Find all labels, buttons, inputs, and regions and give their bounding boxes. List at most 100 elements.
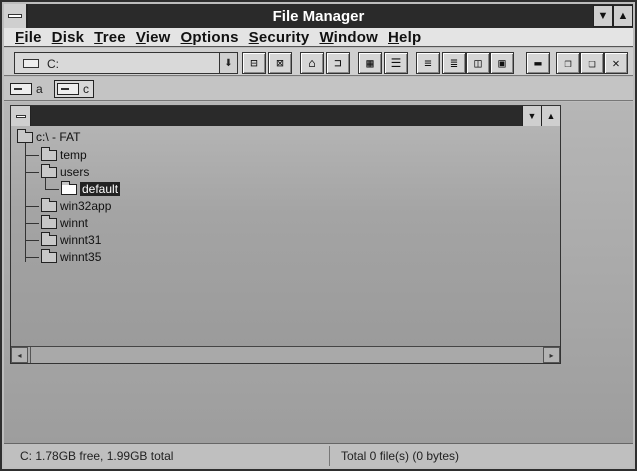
drive-a-label: a	[36, 82, 43, 96]
menu-security[interactable]: Security	[244, 29, 315, 46]
tree-line	[45, 189, 59, 190]
folder-icon	[41, 218, 57, 229]
minimize-icon: ▼	[598, 10, 609, 22]
large-icons-button[interactable]: ▦	[358, 52, 382, 74]
menu-help[interactable]: Help	[383, 29, 426, 46]
floppy-drive-icon	[10, 83, 32, 95]
drive-a[interactable]: a	[10, 80, 43, 98]
tree-item-label: users	[60, 165, 89, 179]
scrollbar-thumb[interactable]	[28, 347, 31, 363]
sort-by-size-button[interactable]: ◫	[466, 52, 490, 74]
disconnect-drive-button[interactable]: ⊠	[268, 52, 292, 74]
delete-button[interactable]: ✕	[604, 52, 628, 74]
tree-item-label: winnt31	[60, 233, 101, 247]
sort-name-icon: ≡	[424, 57, 431, 69]
tree-item-label: winnt	[60, 216, 88, 230]
sort-by-date-button[interactable]: ▣	[490, 52, 514, 74]
tree-item-label: win32app	[60, 199, 111, 213]
sort-by-type-button[interactable]: ≣	[442, 52, 466, 74]
drive-c-label: c	[83, 82, 89, 96]
tree-line	[25, 155, 39, 156]
copy-to-clipboard-button[interactable]: ▬	[526, 52, 550, 74]
system-menu-icon	[8, 14, 22, 18]
network-disconnect-icon: ⊠	[276, 57, 283, 69]
tree-item-winnt31[interactable]: winnt31	[41, 233, 101, 247]
drive-select[interactable]: C: ⬇	[14, 52, 238, 74]
hard-drive-icon	[23, 59, 39, 68]
drive-bar: a c	[4, 77, 633, 101]
minimize-button[interactable]: ▼	[593, 5, 613, 27]
tree-line	[25, 140, 26, 262]
folder-icon	[41, 201, 57, 212]
menu-options[interactable]: Options	[176, 29, 244, 46]
menu-view[interactable]: View	[131, 29, 176, 46]
stop-sharing-button[interactable]: ⊐	[326, 52, 350, 74]
tree-item-temp[interactable]: temp	[41, 148, 87, 162]
tree-item-default[interactable]: default	[61, 182, 120, 196]
tree-item-winnt[interactable]: winnt	[41, 216, 88, 230]
sort-date-icon: ▣	[498, 57, 505, 69]
delete-x-icon: ✕	[612, 57, 619, 69]
menu-window[interactable]: Window	[314, 29, 383, 46]
system-menu-button[interactable]	[4, 4, 28, 28]
tree-item-label: winnt35	[60, 250, 101, 264]
status-free-space: C: 1.78GB free, 1.99GB total	[20, 449, 173, 463]
drive-c[interactable]: c	[54, 80, 94, 98]
directory-maximize-button[interactable]: ▲	[541, 106, 560, 126]
clipboard-icon: ▬	[534, 57, 541, 69]
folder-icon	[41, 235, 57, 246]
menu-tree[interactable]: Tree	[89, 29, 131, 46]
share-folder-icon: ⌂	[308, 57, 315, 69]
hard-drive-icon	[57, 83, 79, 95]
scroll-right-icon[interactable]: ▸	[543, 347, 560, 363]
minimize-icon: ▼	[528, 111, 537, 121]
tree-line	[25, 223, 39, 224]
status-divider	[329, 446, 330, 466]
system-menu-icon	[16, 115, 26, 118]
copy-button[interactable]: ❐	[556, 52, 580, 74]
drive-select-value: C:	[47, 57, 59, 71]
copy-icon: ❐	[564, 57, 571, 69]
stop-share-icon: ⊐	[334, 57, 341, 69]
directory-window-title-bar[interactable]: ▼ ▲	[11, 106, 560, 126]
directory-minimize-button[interactable]: ▼	[522, 106, 541, 126]
details-view-icon: ☰	[391, 57, 402, 69]
tree-item-label: default	[80, 182, 120, 196]
tree-item-label: temp	[60, 148, 87, 162]
dropdown-arrow-icon[interactable]: ⬇	[219, 53, 237, 73]
tree-line	[25, 206, 39, 207]
tree-line	[45, 178, 46, 189]
folder-icon	[41, 167, 57, 178]
move-button[interactable]: ❏	[580, 52, 604, 74]
tree-root-label: c:\ - FAT	[36, 130, 80, 144]
tree-item-users[interactable]: users	[41, 165, 89, 179]
folder-icon	[41, 252, 57, 263]
open-folder-icon	[61, 184, 77, 195]
menu-file[interactable]: File	[10, 29, 47, 46]
horizontal-scrollbar[interactable]: ◂ ▸	[11, 346, 560, 363]
tree-item-winnt35[interactable]: winnt35	[41, 250, 101, 264]
toolbar: C: ⬇ ⊟ ⊠ ⌂ ⊐ ▦ ☰ ≡ ≣ ◫ ▣ ▬ ❐ ❏ ✕	[4, 48, 633, 76]
directory-window: ▼ ▲ c:\ - FAT temp users	[10, 105, 561, 364]
menu-disk[interactable]: Disk	[47, 29, 90, 46]
tree-item-win32app[interactable]: win32app	[41, 199, 111, 213]
maximize-button[interactable]: ▲	[613, 5, 633, 27]
status-bar: C: 1.78GB free, 1.99GB total Total 0 fil…	[4, 443, 633, 467]
scroll-left-icon[interactable]: ◂	[11, 347, 28, 363]
directory-window-system-menu[interactable]	[11, 106, 31, 126]
folder-icon	[41, 150, 57, 161]
window-title: File Manager	[273, 8, 365, 25]
connect-drive-button[interactable]: ⊟	[242, 52, 266, 74]
network-connect-icon: ⊟	[250, 57, 257, 69]
sort-type-icon: ≣	[450, 57, 457, 69]
share-as-button[interactable]: ⌂	[300, 52, 324, 74]
sort-by-name-button[interactable]: ≡	[416, 52, 440, 74]
status-file-count: Total 0 file(s) (0 bytes)	[341, 449, 459, 463]
tree-line	[25, 257, 39, 258]
folder-icon	[17, 132, 33, 143]
details-view-button[interactable]: ☰	[384, 52, 408, 74]
tree-root[interactable]: c:\ - FAT	[17, 130, 80, 144]
large-icons-view-icon: ▦	[366, 57, 373, 69]
title-bar[interactable]: File Manager ▼ ▲	[4, 4, 633, 28]
tree-line	[25, 172, 39, 173]
